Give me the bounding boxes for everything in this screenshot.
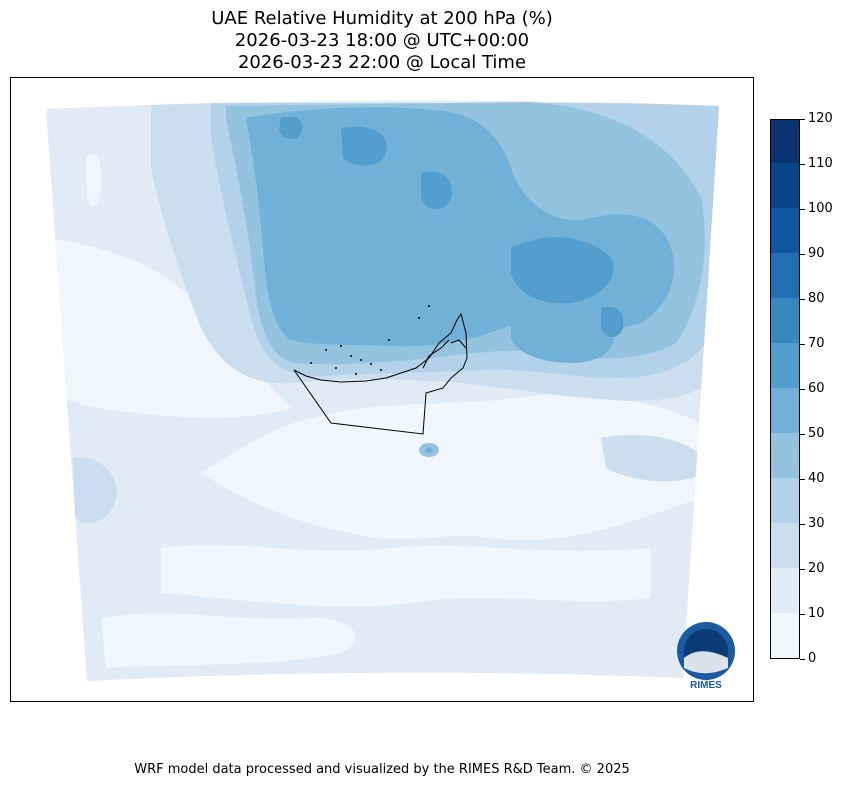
svg-text:RIMES: RIMES bbox=[690, 680, 722, 691]
colorbar-tick-label: 10 bbox=[808, 606, 825, 621]
colorbar-tick-label: 120 bbox=[808, 111, 833, 126]
colorbar-tick bbox=[800, 569, 805, 570]
chart-title-line-1: UAE Relative Humidity at 200 hPa (%) bbox=[211, 8, 553, 29]
contour-0-10-west bbox=[51, 238, 291, 418]
colorbar-tick bbox=[800, 299, 805, 300]
colorbar-tick bbox=[800, 389, 805, 390]
colorbar-tick bbox=[800, 164, 805, 165]
contour-60-70-core-e bbox=[601, 306, 624, 337]
chart-title-line-2: 2026-03-23 18:00 @ UTC+00:00 bbox=[234, 30, 530, 51]
colorbar-segment bbox=[771, 298, 799, 343]
colorbar-tick bbox=[800, 614, 805, 615]
colorbar-tick-label: 70 bbox=[808, 336, 825, 351]
colorbar-tick bbox=[800, 119, 805, 120]
colorbar-tick-label: 30 bbox=[808, 516, 825, 531]
contour-0-10-central bbox=[201, 394, 711, 540]
colorbar-tick bbox=[800, 479, 805, 480]
map-panel: RIMES bbox=[10, 77, 754, 702]
colorbar-segment bbox=[771, 613, 799, 658]
colorbar-segment bbox=[771, 568, 799, 613]
rimes-logo: RIMES bbox=[677, 622, 735, 691]
contour-60-70-core-b bbox=[421, 171, 452, 210]
footer-credit: WRF model data processed and visualized … bbox=[134, 762, 630, 777]
colorbar-tick-label: 60 bbox=[808, 381, 825, 396]
uae-islands bbox=[310, 305, 430, 375]
contour-20-30-west-patch bbox=[73, 457, 117, 523]
colorbar-segment bbox=[771, 523, 799, 568]
colorbar bbox=[770, 119, 800, 659]
chart-title-line-3: 2026-03-23 22:00 @ Local Time bbox=[237, 52, 527, 73]
colorbar-tick-label: 50 bbox=[808, 426, 825, 441]
colorbar-tick-label: 0 bbox=[808, 651, 817, 666]
colorbar-segment bbox=[771, 120, 799, 163]
colorbar-segment bbox=[771, 388, 799, 433]
colorbar-tick-label: 40 bbox=[808, 471, 825, 486]
colorbar-segment bbox=[771, 433, 799, 478]
contour-0-10-north-streak bbox=[86, 154, 102, 207]
colorbar-tick bbox=[800, 659, 805, 660]
colorbar-tick bbox=[800, 434, 805, 435]
colorbar-tick-label: 100 bbox=[808, 201, 833, 216]
contour-50-60-east bbox=[511, 312, 614, 363]
contour-50-60-spot bbox=[425, 447, 433, 453]
colorbar-segment bbox=[771, 208, 799, 253]
colorbar-tick bbox=[800, 344, 805, 345]
contour-60-70-core-a bbox=[341, 126, 387, 166]
colorbar-tick-label: 90 bbox=[808, 246, 825, 261]
colorbar-tick-label: 20 bbox=[808, 561, 825, 576]
contour-20-30-east-patch bbox=[601, 434, 711, 482]
uae-boundary bbox=[293, 312, 468, 435]
colorbar-segment bbox=[771, 478, 799, 523]
contour-0-10-southwest bbox=[101, 613, 356, 668]
colorbar-segment bbox=[771, 343, 799, 388]
colorbar-tick bbox=[800, 524, 805, 525]
colorbar-tick-label: 80 bbox=[808, 291, 825, 306]
contour-60-70-core-c bbox=[511, 237, 614, 304]
colorbar-tick bbox=[800, 209, 805, 210]
humidity-contours bbox=[51, 102, 719, 668]
contour-60-70-core-d bbox=[279, 116, 303, 140]
colorbar-segment bbox=[771, 253, 799, 298]
colorbar-tick bbox=[800, 254, 805, 255]
colorbar-segment bbox=[771, 163, 799, 208]
colorbar-tick-label: 110 bbox=[808, 156, 833, 171]
contour-0-10-south bbox=[161, 545, 651, 607]
humidity-map: RIMES bbox=[46, 100, 735, 691]
